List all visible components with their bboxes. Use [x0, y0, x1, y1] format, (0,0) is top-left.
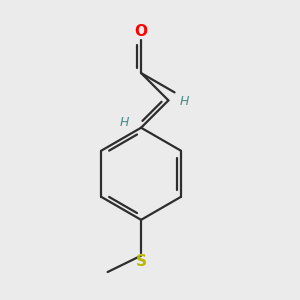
Text: H: H: [179, 95, 188, 108]
Text: S: S: [136, 254, 147, 268]
Text: H: H: [120, 116, 129, 129]
Text: O: O: [135, 24, 148, 39]
